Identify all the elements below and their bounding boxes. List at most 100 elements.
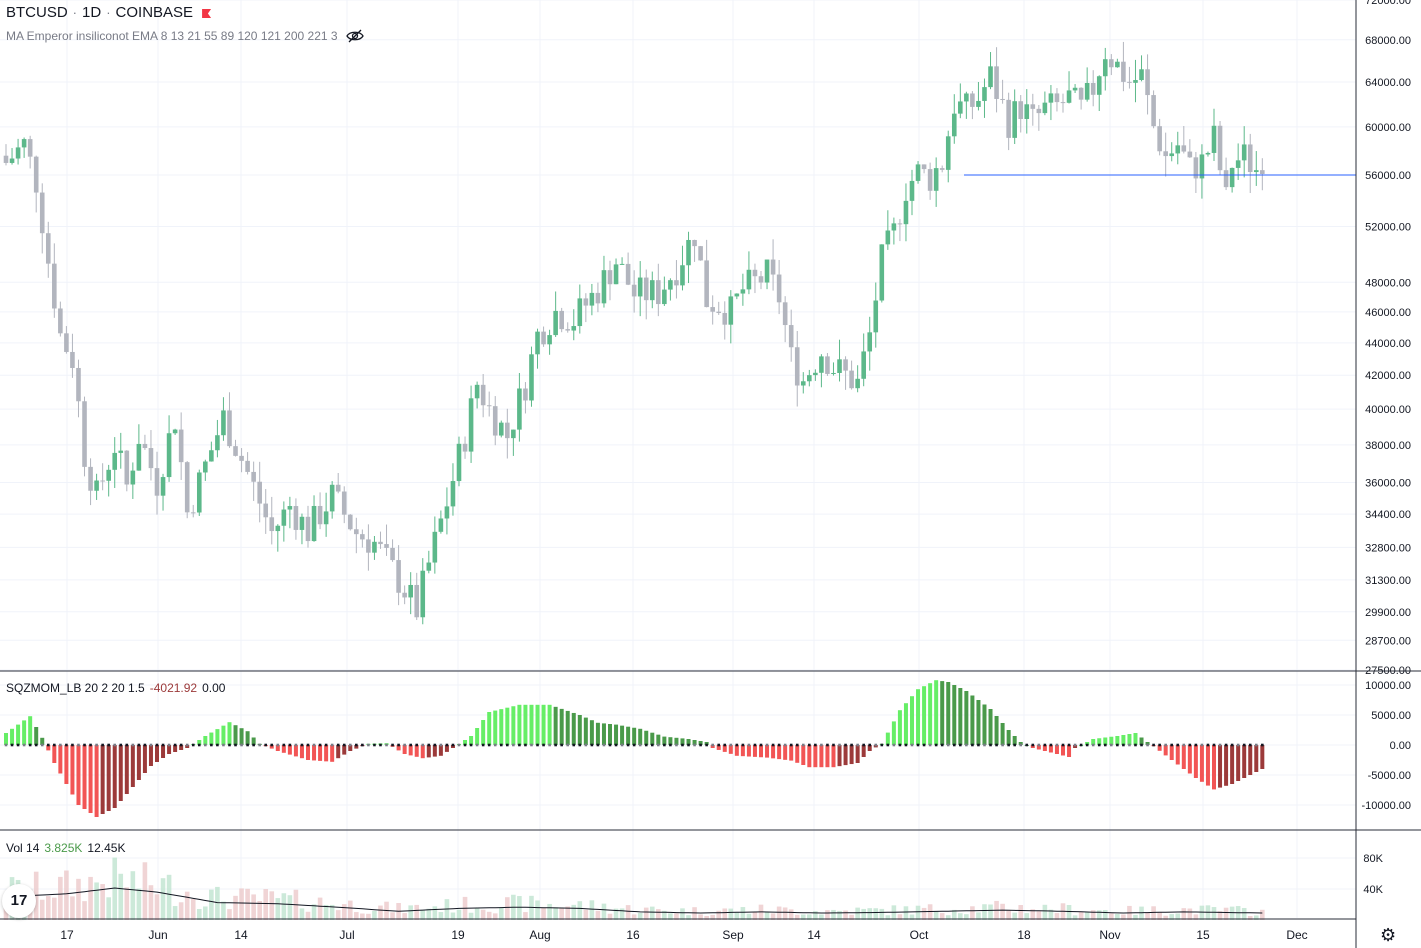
candle-body (680, 265, 685, 286)
candle-body (215, 435, 220, 451)
candle-body (70, 351, 75, 368)
squeeze-dot (234, 743, 237, 747)
candle (547, 329, 552, 355)
candle (680, 245, 685, 291)
candle (1018, 95, 1024, 133)
symbol-legend[interactable]: BTCUSD · 1D · COINBASE (6, 4, 216, 21)
volume-bar (909, 914, 915, 920)
candle-body (414, 584, 420, 618)
squeeze-dot (644, 743, 648, 747)
squeeze-dot (699, 743, 702, 747)
volume-bar (698, 914, 703, 920)
squeeze-dot (185, 743, 189, 747)
momentum-bar (1115, 736, 1120, 745)
volume-bar (837, 910, 842, 920)
momentum-bar (752, 745, 757, 757)
momentum-legend[interactable]: SQZMOM_LB 20 2 20 1.5 -4021.92 0.00 (6, 681, 230, 695)
candle (58, 301, 63, 337)
squeeze-dot (814, 743, 817, 747)
squeeze-dot (1079, 743, 1083, 747)
candle-body (1048, 93, 1054, 103)
squeeze-dot (959, 743, 962, 747)
volume-bar (1121, 914, 1126, 920)
candle (668, 278, 673, 301)
candle-body (1042, 102, 1048, 114)
candle-body (1151, 95, 1156, 127)
squeeze-dot (989, 743, 992, 747)
eye-crossed-icon[interactable] (346, 29, 364, 43)
squeeze-dot (850, 743, 853, 747)
candle (825, 353, 830, 376)
momentum-bar (626, 726, 631, 745)
volume-legend[interactable]: Vol 14 3.825K 12.45K (6, 841, 130, 855)
volume-bar (118, 873, 124, 920)
candle-body (239, 455, 244, 461)
candle-body (1102, 59, 1108, 77)
tradingview-logo[interactable]: 17 (2, 884, 36, 918)
candle (559, 307, 564, 333)
momentum-bar (849, 745, 854, 765)
momentum-indicator-name: SQZMOM_LB 20 2 20 1.5 (6, 681, 145, 695)
flag-icon[interactable] (202, 9, 212, 18)
candle (565, 322, 571, 333)
squeeze-dot (143, 743, 147, 747)
candle (160, 473, 166, 511)
candle (1241, 126, 1247, 178)
candle (843, 356, 848, 390)
volume-bar (686, 915, 691, 920)
momentum-bar (837, 745, 842, 767)
candle (384, 524, 389, 556)
price-axis-label: 38000.00 (1365, 440, 1411, 452)
momentum-bar (505, 707, 510, 745)
candle (523, 382, 528, 414)
interval-label[interactable]: 1D (82, 4, 102, 21)
candle-body (1260, 170, 1265, 174)
volume-bar (831, 909, 836, 920)
candle (233, 439, 238, 457)
volume-bar (825, 910, 830, 920)
candle-body (1078, 87, 1084, 100)
symbol-name[interactable]: BTCUSD (6, 4, 68, 21)
momentum-bar (680, 738, 685, 745)
squeeze-dot (155, 743, 159, 747)
candle (27, 135, 33, 169)
squeeze-dot (191, 743, 195, 747)
candle-body (64, 333, 69, 352)
momentum-bar (197, 740, 202, 745)
volume-bar (607, 913, 613, 920)
candle (45, 221, 51, 278)
candle (740, 273, 746, 306)
candle (305, 505, 311, 548)
momentum-bar (148, 745, 153, 766)
candle (686, 231, 691, 284)
momentum-bar (306, 745, 310, 760)
squeeze-dot (361, 743, 364, 747)
indicator-legend[interactable]: MA Emperor insiliconot EMA 8 13 21 55 89… (6, 29, 364, 43)
candle-body (879, 244, 885, 301)
momentum-bar (614, 724, 619, 745)
candle-body (897, 223, 903, 225)
volume-bar (390, 912, 395, 920)
momentum-bar (106, 745, 111, 811)
gear-icon[interactable]: ⚙ (1380, 925, 1397, 946)
momentum-bar (638, 728, 643, 745)
candle (414, 572, 420, 621)
candle (643, 269, 649, 320)
squeeze-dot (1091, 743, 1095, 747)
squeeze-dot (952, 743, 956, 747)
price-axis-label: 68000.00 (1365, 35, 1411, 47)
momentum-bar (1157, 745, 1162, 751)
volume-bar (275, 898, 281, 920)
volume-bar (498, 907, 504, 920)
candle-body (486, 405, 492, 407)
squeeze-dot (1037, 743, 1041, 747)
volume-bar (456, 909, 462, 920)
candle-body (1060, 102, 1066, 104)
candle (118, 432, 124, 469)
volume-bar (517, 896, 522, 920)
volume-bar (1054, 913, 1060, 920)
momentum-bar (499, 709, 504, 745)
volume-bar (1151, 906, 1156, 920)
candle (867, 316, 873, 371)
